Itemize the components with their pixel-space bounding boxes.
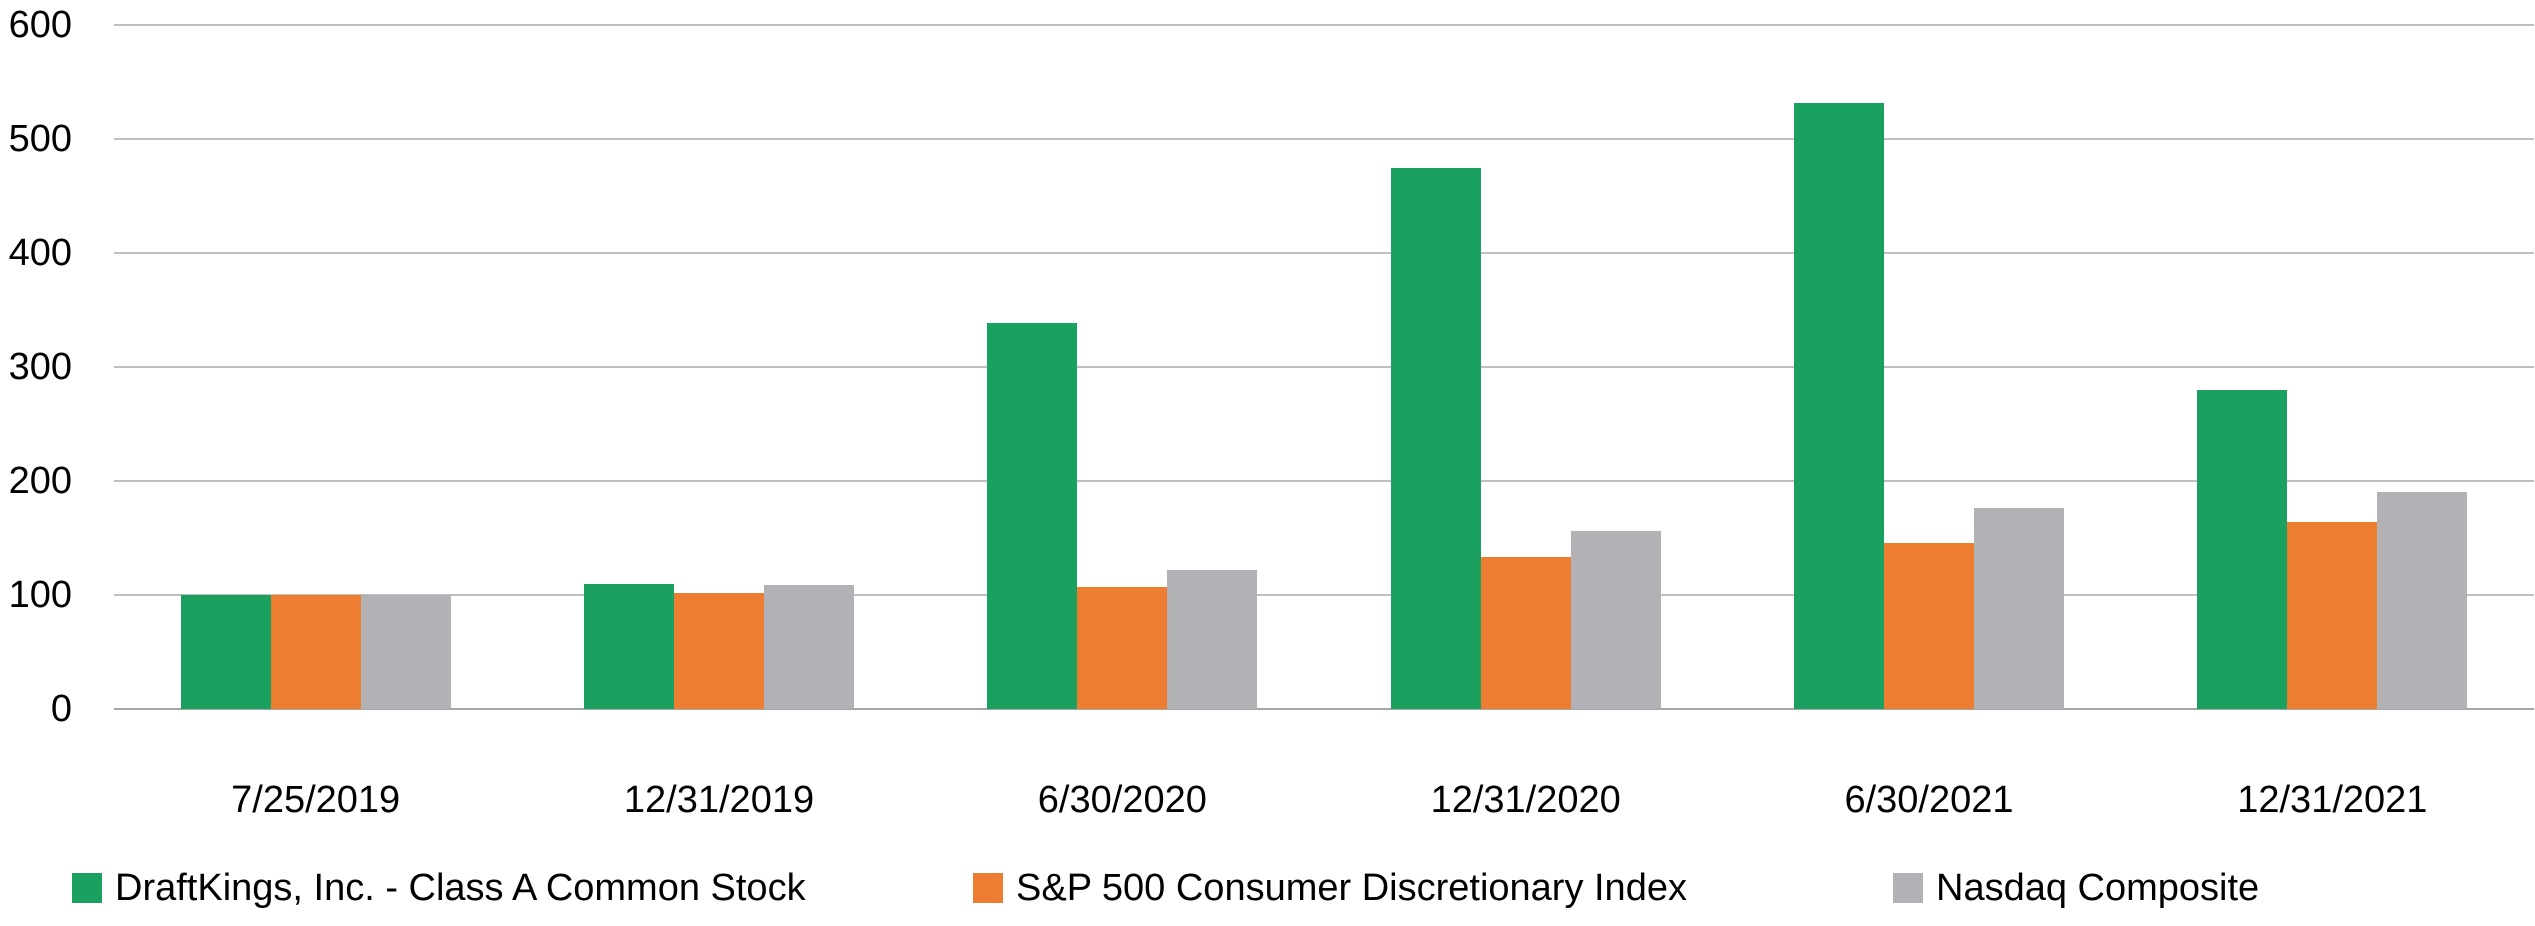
x-axis-category-label-12-31-2020: 12/31/2020 [1430, 779, 1621, 821]
y-axis-tick-label-100: 100 [8, 574, 72, 616]
plot-area: 0 100 200 300 400 500 600 7/25/2019 12/31/2019 6/… [8, 4, 2534, 821]
legend-label-s-p-500-consumer-discretionary-index: S&P 500 Consumer Discretionary Index [1016, 867, 1687, 909]
bar-nasdaq-composite-12-31-2019 [764, 584, 854, 709]
x-axis-category-label-12-31-2019: 12/31/2019 [623, 779, 815, 821]
bar-s-p-500-consumer-discretionary-index-7-25-2019 [270, 595, 361, 709]
legend-swatch-icon-nasdaq-composite [1893, 873, 1923, 903]
bar-s-p-500-consumer-discretionary-index-12-31-2019 [674, 592, 764, 709]
bar-s-p-500-consumer-discretionary-index-12-31-2020 [1480, 557, 1571, 709]
legend-swatch-icon-s-p-500-consumer-discretionary-index [973, 873, 1003, 903]
bar-draftkings-inc-class-a-common-stock-12-31-2019 [584, 583, 674, 709]
bar-nasdaq-composite-6-30-2020 [1167, 569, 1258, 709]
bar-draftkings-inc-class-a-common-stock-7-25-2019 [180, 595, 271, 709]
y-axis-tick-label-500: 500 [8, 118, 72, 160]
bar-draftkings-inc-class-a-common-stock-12-31-2020 [1390, 167, 1481, 709]
x-axis-category-label-12-31-2021: 12/31/2021 [2237, 779, 2428, 821]
stock-performance-bar-chart: 0 100 200 300 400 500 600 7/25/2019 12/31/2019 6/… [8, 4, 2534, 909]
legend-label-draftkings-inc-class-a-common-stock: DraftKings, Inc. - Class A Common Stock [115, 867, 806, 909]
legend-swatch-icon-draftkings-inc-class-a-common-stock [72, 873, 102, 903]
bar-s-p-500-consumer-discretionary-index-6-30-2021 [1884, 542, 1974, 709]
y-axis-tick-label-600: 600 [8, 4, 72, 46]
x-axis-category-label-6-30-2021: 6/30/2021 [1844, 779, 2014, 821]
legend-item-draftkings-inc-class-a-common-stock: DraftKings, Inc. - Class A Common Stock [72, 866, 806, 910]
bar-nasdaq-composite-12-31-2021 [2377, 492, 2468, 709]
legend-label-nasdaq-composite: Nasdaq Composite [1936, 867, 2260, 909]
x-axis-line [114, 708, 2534, 710]
y-axis-tick-label-200: 200 [8, 460, 72, 502]
y-axis-tick-label-0: 0 [50, 688, 72, 730]
legend-item-s-p-500-consumer-discretionary-index: S&P 500 Consumer Discretionary Index [973, 866, 1687, 910]
gridline-400 [114, 252, 2534, 254]
gridline-500 [114, 138, 2534, 140]
y-axis-tick-label-300: 300 [8, 346, 72, 388]
y-axis-tick-label-400: 400 [8, 232, 72, 274]
bar-nasdaq-composite-12-31-2020 [1570, 531, 1661, 709]
gridline-300 [114, 366, 2534, 368]
bar-draftkings-inc-class-a-common-stock-12-31-2021 [2197, 389, 2288, 709]
legend-item-nasdaq-composite: Nasdaq Composite [1893, 866, 2259, 910]
bar-nasdaq-composite-6-30-2021 [1974, 508, 2064, 709]
gridline-600 [114, 24, 2534, 26]
bar-s-p-500-consumer-discretionary-index-12-31-2021 [2287, 522, 2378, 709]
gridline-100 [114, 594, 2534, 596]
bar-draftkings-inc-class-a-common-stock-6-30-2021 [1794, 102, 1884, 709]
x-axis-category-label-6-30-2020: 6/30/2020 [1037, 779, 1207, 821]
bar-draftkings-inc-class-a-common-stock-6-30-2020 [987, 322, 1078, 709]
bar-nasdaq-composite-7-25-2019 [360, 595, 451, 709]
chart-legend: DraftKings, Inc. - Class A Common Stock S… [0, 866, 2535, 926]
x-axis-category-label-7-25-2019: 7/25/2019 [231, 779, 401, 821]
gridline-200 [114, 480, 2534, 482]
bar-s-p-500-consumer-discretionary-index-6-30-2020 [1077, 587, 1168, 709]
